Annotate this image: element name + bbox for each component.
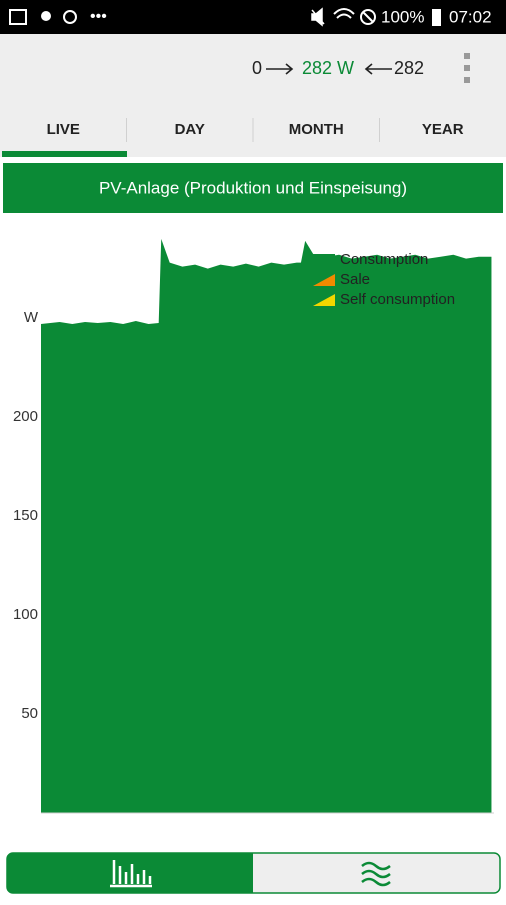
y-tick-label: 100 xyxy=(13,606,38,623)
legend-swatch xyxy=(313,294,335,306)
arrow xyxy=(364,63,392,75)
dnd-icon xyxy=(362,11,374,23)
status-bar xyxy=(0,0,506,34)
power-value: 282 W xyxy=(302,58,354,78)
notification-icon xyxy=(41,11,51,21)
legend-label: Sale xyxy=(340,271,370,288)
legend-swatch xyxy=(313,274,335,286)
app-bar xyxy=(0,34,506,100)
tab-label[interactable]: MONTH xyxy=(289,121,344,138)
dnd-icon xyxy=(360,9,376,25)
import-value: 0 xyxy=(252,58,262,78)
bar-icon xyxy=(110,860,152,888)
mute-icon xyxy=(311,7,325,27)
bar-view-button[interactable] xyxy=(7,853,253,893)
notification-icon xyxy=(63,10,77,24)
tab-label[interactable]: LIVE xyxy=(47,121,80,138)
more-icon: ••• xyxy=(90,8,107,25)
battery-percent: 100% xyxy=(381,7,424,26)
legend-swatch xyxy=(313,254,335,265)
wifi-icon xyxy=(333,8,355,19)
y-tick-label: W xyxy=(24,309,39,326)
y-tick-label: 150 xyxy=(13,507,38,524)
tab-label[interactable]: YEAR xyxy=(422,121,464,138)
y-tick-label: 50 xyxy=(21,705,38,722)
tab-label[interactable]: DAY xyxy=(175,121,205,138)
battery-icon xyxy=(432,9,441,26)
overflow-menu[interactable] xyxy=(464,53,470,83)
chart: 50100150200W06:5406:5606:5807:00Consumpt… xyxy=(13,238,494,814)
image-icon xyxy=(9,9,27,25)
y-tick-label: 200 xyxy=(13,408,38,425)
arrow xyxy=(266,63,294,75)
wave-icon xyxy=(361,861,391,887)
banner xyxy=(3,163,503,213)
legend-label: Self consumption xyxy=(340,291,455,308)
area xyxy=(41,238,492,814)
export-value: 282 xyxy=(394,58,424,78)
banner-title: PV-Anlage (Produktion und Einspeisung) xyxy=(99,178,407,197)
legend-label: Consumption xyxy=(340,251,428,268)
tab-indicator xyxy=(2,151,127,157)
clock: 07:02 xyxy=(449,7,492,26)
